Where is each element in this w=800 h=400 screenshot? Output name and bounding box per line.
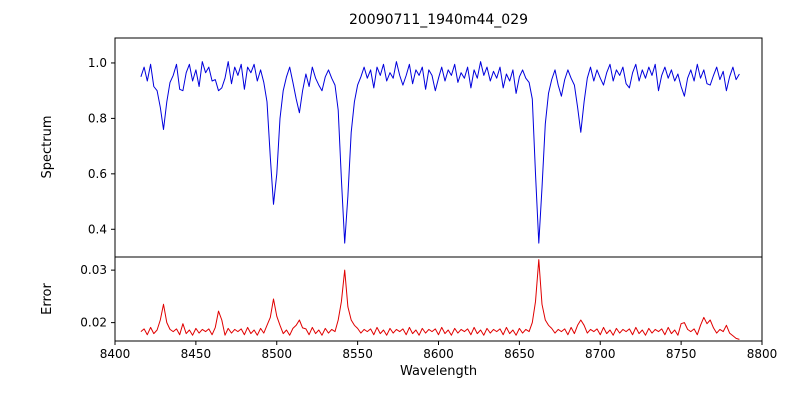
spectrum-ytick-label: 1.0	[88, 56, 107, 70]
spectrum-y-axis-label: Spectrum	[40, 115, 55, 179]
xtick-label: 8600	[423, 347, 454, 361]
spectrum-ytick-label: 0.4	[88, 222, 107, 236]
error-ytick-label: 0.02	[80, 316, 107, 330]
spectrum-axes-frame	[114, 37, 763, 258]
xtick-label: 8550	[342, 347, 373, 361]
xtick-label: 8700	[585, 347, 616, 361]
x-axis-label: Wavelength	[399, 364, 478, 379]
xtick-label: 8800	[747, 347, 778, 361]
xtick-label: 8650	[504, 347, 535, 361]
error-ytick-label: 0.03	[80, 263, 107, 277]
error-y-axis-label: Error	[40, 283, 55, 315]
spectrum-line	[140, 61, 740, 244]
xtick-label: 8500	[261, 347, 292, 361]
spectrum-ytick-label: 0.8	[88, 111, 107, 125]
plot-title: 20090711_1940m44_029	[348, 12, 529, 28]
xtick-label: 8400	[100, 347, 131, 361]
xtick-label: 8450	[181, 347, 212, 361]
spectrum-ytick-label: 0.6	[88, 167, 107, 181]
xtick-label: 8750	[666, 347, 697, 361]
error-axes-frame	[114, 256, 763, 342]
error-line	[140, 259, 740, 340]
